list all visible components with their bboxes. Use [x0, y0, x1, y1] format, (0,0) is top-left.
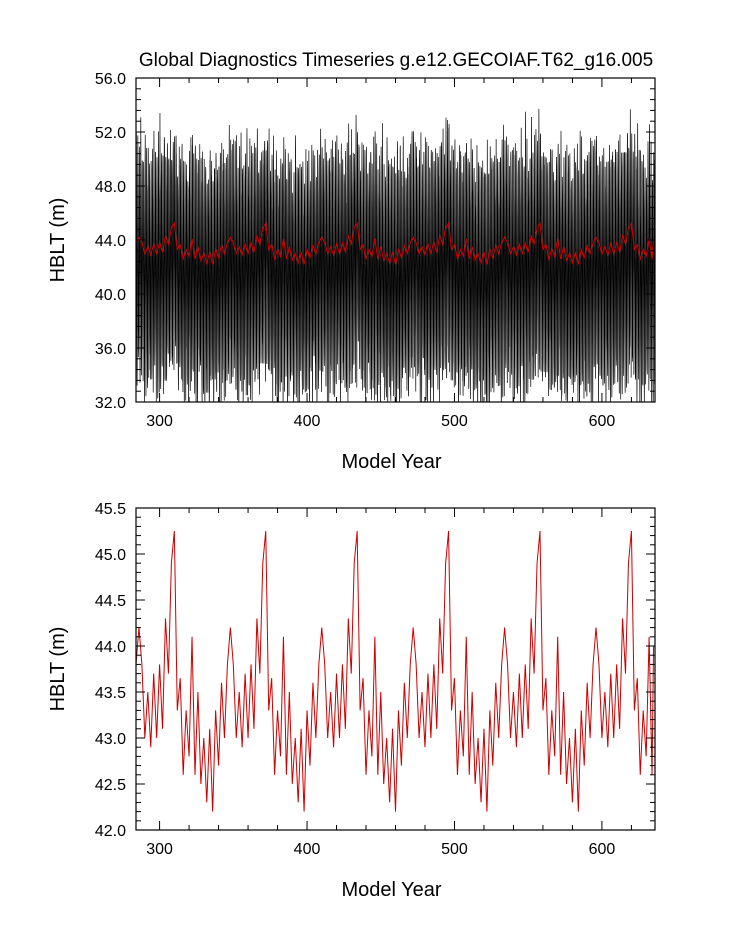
- y-tick-label: 42.0: [95, 823, 126, 840]
- x-tick-label: 500: [441, 413, 468, 430]
- x-tick-label: 400: [294, 841, 321, 858]
- x-axis-label: Model Year: [341, 451, 441, 473]
- x-tick-label: 600: [589, 841, 616, 858]
- x-tick-label: 600: [589, 413, 616, 430]
- y-axis-label: HBLT (m): [47, 627, 69, 712]
- y-tick-label: 40.0: [95, 287, 126, 304]
- series-annual-mean-line: [136, 530, 655, 812]
- x-axis-label: Model Year: [341, 879, 441, 901]
- x-tick-label: 500: [441, 841, 468, 858]
- y-tick-label: 43.0: [95, 731, 126, 748]
- panel-bottom: 300 400 500 600 42.0 42.5 43.0 43.5 44.0 44.5 45.0…: [47, 501, 656, 901]
- x-tick-label: 400: [294, 413, 321, 430]
- y-tick-label: 44.0: [95, 639, 126, 656]
- panel-top: 300 400 500 600 32.0 36.0 40.0 44.0 48.0 52.0 56.0…: [47, 71, 656, 473]
- y-tick-label: 32.0: [95, 395, 126, 412]
- series-monthly-line: [136, 108, 655, 402]
- y-tick-label: 48.0: [95, 179, 126, 196]
- y-tick-label: 44.5: [95, 593, 126, 610]
- x-tick-label: 300: [146, 841, 173, 858]
- x-tick-label: 300: [146, 413, 173, 430]
- y-axis-label: HBLT (m): [47, 198, 69, 283]
- y-tick-label: 42.5: [95, 777, 126, 794]
- y-tick-label: 44.0: [95, 233, 126, 250]
- figure-title: Global Diagnostics Timeseries g.e12.GECO…: [139, 50, 653, 71]
- y-tick-label: 52.0: [95, 125, 126, 142]
- y-tick-label: 45.5: [95, 501, 126, 518]
- series-annual-mean-line: [136, 221, 655, 265]
- y-tick-label: 36.0: [95, 341, 126, 358]
- y-tick-label: 56.0: [95, 71, 126, 88]
- y-tick-label: 43.5: [95, 685, 126, 702]
- y-tick-label: 45.0: [95, 547, 126, 564]
- plot-area: [136, 108, 655, 402]
- plot-area: [136, 530, 655, 812]
